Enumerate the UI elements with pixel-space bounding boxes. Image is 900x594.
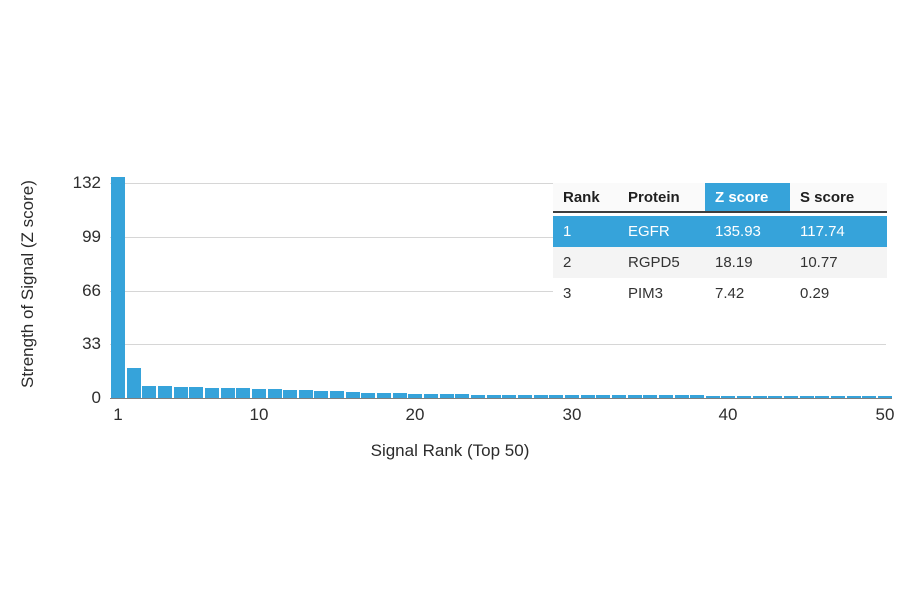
bar-rank-37 [675, 395, 689, 398]
table-row-2: 2 RGPD5 18.19 10.77 [553, 247, 887, 278]
table-cell-protein: RGPD5 [628, 254, 680, 271]
bar-rank-8 [221, 388, 235, 398]
bar-rank-2 [127, 368, 141, 398]
bar-rank-25 [487, 395, 501, 398]
bar-rank-26 [502, 395, 516, 398]
bar-rank-47 [831, 396, 845, 398]
bar-rank-28 [534, 395, 548, 398]
bar-rank-34 [628, 395, 642, 398]
bar-rank-22 [440, 394, 454, 398]
table-cell-protein: EGFR [628, 223, 670, 240]
bar-rank-24 [471, 395, 485, 398]
bar-rank-10 [252, 389, 266, 398]
table-header-rank: Rank [563, 188, 600, 206]
bar-rank-33 [612, 395, 626, 398]
bar-rank-42 [753, 396, 767, 398]
table-cell-z-score: 18.19 [715, 254, 753, 271]
bar-rank-32 [596, 395, 610, 398]
table-cell-rank: 3 [563, 285, 572, 302]
bar-rank-20 [408, 394, 422, 398]
bar-rank-43 [768, 396, 782, 398]
bar-rank-41 [737, 396, 751, 398]
bar-rank-9 [236, 388, 250, 398]
y-axis-title: Strength of Signal (Z score) [18, 180, 37, 388]
bar-rank-4 [158, 386, 172, 398]
bar-rank-39 [706, 396, 720, 398]
protein-score-table: Rank Protein Z score S score 1 EGFR 135.93 117.… [553, 183, 887, 309]
table-cell-s-score: 10.77 [800, 254, 838, 271]
bar-rank-14 [314, 391, 328, 398]
bar-rank-13 [299, 390, 313, 398]
bar-rank-29 [549, 395, 563, 398]
table-header-z-score: Z score [705, 183, 790, 211]
table-header-row: Rank Protein Z score S score [553, 183, 887, 213]
bar-rank-7 [205, 388, 219, 398]
bar-rank-35 [643, 395, 657, 398]
bar-rank-40 [721, 396, 735, 398]
table-row-3: 3 PIM3 7.42 0.29 [553, 278, 887, 309]
bar-rank-18 [377, 393, 391, 398]
gridline-y-132 [110, 183, 886, 185]
bar-rank-1 [111, 177, 125, 398]
bar-rank-17 [361, 393, 375, 398]
bar-rank-19 [393, 393, 407, 398]
bar-rank-15 [330, 391, 344, 398]
bar-rank-31 [581, 395, 595, 398]
x-tick-label-1: 1 [113, 405, 123, 424]
gridline-y-33 [110, 344, 886, 346]
bar-rank-5 [174, 387, 188, 398]
bar-rank-16 [346, 392, 360, 398]
x-tick-label-20: 20 [405, 405, 425, 424]
gridline-y-66 [110, 290, 886, 292]
y-tick-label-132: 132 [72, 173, 101, 192]
y-tick-label-33: 33 [82, 334, 101, 353]
bar-rank-44 [784, 396, 798, 398]
y-tick-label-66: 66 [82, 281, 101, 300]
bar-rank-36 [659, 395, 673, 398]
table-row-1: 1 EGFR 135.93 117.74 [553, 216, 887, 247]
x-axis-title: Signal Rank (Top 50) [370, 441, 530, 460]
y-tick-label-0: 0 [91, 388, 101, 407]
bar-rank-45 [800, 396, 814, 398]
x-tick-label-30: 30 [562, 405, 582, 424]
table-cell-z-score: 135.93 [715, 223, 761, 240]
bar-rank-38 [690, 395, 704, 398]
x-axis-line [110, 398, 892, 399]
bar-rank-48 [847, 396, 861, 398]
table-cell-s-score: 117.74 [800, 223, 845, 240]
bar-rank-3 [142, 386, 156, 398]
bar-rank-11 [268, 389, 282, 398]
table-cell-z-score: 7.42 [715, 285, 745, 302]
table-cell-rank: 1 [563, 223, 572, 240]
table-cell-rank: 2 [563, 254, 572, 271]
table-header-s-score: S score [800, 188, 855, 206]
bar-rank-23 [455, 394, 469, 398]
bar-rank-21 [424, 394, 438, 398]
bar-rank-27 [518, 395, 532, 398]
bar-rank-6 [189, 387, 203, 398]
x-tick-label-50: 50 [875, 405, 895, 424]
bar-rank-12 [283, 390, 297, 398]
bar-rank-46 [815, 396, 829, 398]
y-tick-label-99: 99 [82, 227, 101, 246]
table-header-protein: Protein [628, 188, 680, 206]
bar-rank-50 [878, 396, 892, 398]
x-tick-label-40: 40 [718, 405, 738, 424]
bar-rank-49 [862, 396, 876, 398]
x-tick-label-10: 10 [249, 405, 269, 424]
bar-rank-30 [565, 395, 579, 398]
table-cell-s-score: 0.29 [800, 285, 830, 302]
gridline-y-99 [110, 236, 886, 238]
plot-area [110, 170, 892, 399]
table-cell-protein: PIM3 [628, 285, 664, 302]
